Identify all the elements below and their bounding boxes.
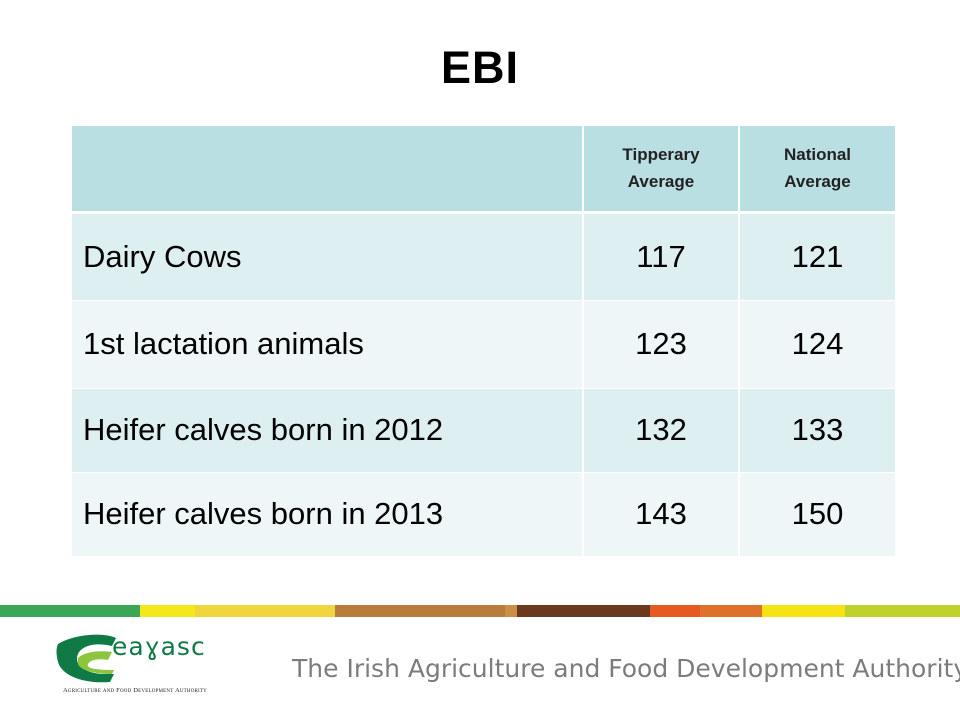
stripe-segment [762, 605, 845, 617]
header-empty-cell [72, 126, 583, 214]
row-national-value: 133 [738, 388, 895, 473]
row-label: Dairy Cows [72, 212, 583, 301]
row-label: Heifer calves born in 2012 [72, 388, 583, 473]
header-national-line1: National [783, 145, 852, 165]
header-tipperary-line2: Average [627, 172, 695, 192]
ebi-table: Tipperary Average National Average Dairy… [72, 126, 895, 557]
row-label: 1st lactation animals [72, 300, 583, 389]
stripe-segment [140, 605, 195, 617]
stripe-segment [505, 605, 517, 617]
table-row: Dairy Cows 117 121 [72, 212, 895, 301]
stripe-segment [0, 605, 140, 617]
header-tipperary-line1: Tipperary [622, 145, 700, 165]
authority-text: The Irish Agriculture and Food Developme… [292, 654, 960, 683]
row-national-value: 121 [738, 212, 895, 301]
teagasc-logo-mark-icon [56, 634, 116, 683]
header-national-average: National Average [738, 126, 895, 214]
row-tipperary-value: 132 [582, 388, 739, 473]
table-row: 1st lactation animals 123 124 [72, 300, 895, 389]
row-national-value: 124 [738, 300, 895, 389]
row-tipperary-value: 123 [582, 300, 739, 389]
row-label: Heifer calves born in 2013 [72, 472, 583, 557]
row-tipperary-value: 117 [582, 212, 739, 301]
stripe-segment [195, 605, 335, 617]
stripe-segment [845, 605, 960, 617]
stripe-segment [700, 605, 762, 617]
teagasc-logo: eaɣasc Agriculture and Food Development … [54, 630, 222, 700]
teagasc-logo-tagline: Agriculture and Food Development Authori… [63, 687, 207, 694]
stripe-segment [335, 605, 505, 617]
table-header-row: Tipperary Average National Average [72, 126, 895, 214]
row-national-value: 150 [738, 472, 895, 557]
teagasc-logo-word: eaɣasc [112, 632, 206, 661]
stripe-segment [517, 605, 650, 617]
table-row: Heifer calves born in 2012 132 133 [72, 388, 895, 473]
stripe-segment [650, 605, 700, 617]
header-national-line2: Average [784, 172, 851, 192]
page-title: EBI [440, 42, 519, 93]
header-tipperary-average: Tipperary Average [582, 126, 739, 214]
row-tipperary-value: 143 [582, 472, 739, 557]
color-stripe-divider [0, 605, 960, 617]
table-row: Heifer calves born in 2013 143 150 [72, 472, 895, 557]
